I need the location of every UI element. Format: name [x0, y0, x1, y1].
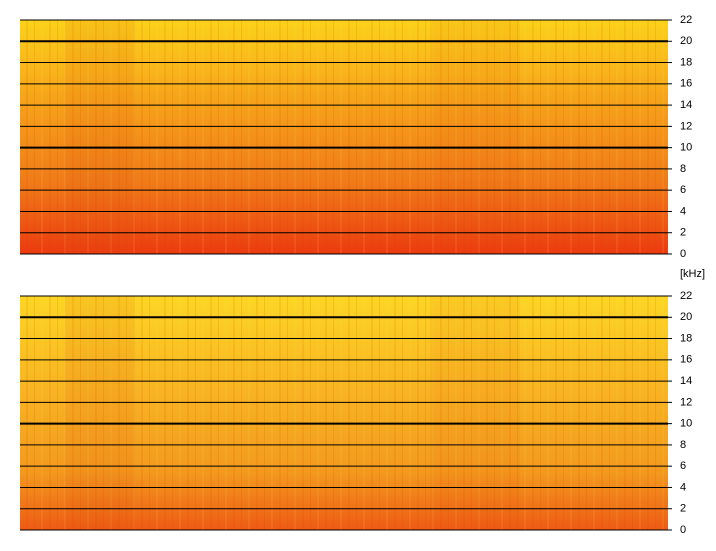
y-tick-label: 14: [680, 99, 692, 111]
y-tick-label: 10: [680, 418, 692, 430]
y-tick-label: 16: [680, 78, 692, 90]
y-axis-unit: [kHz]: [680, 268, 705, 280]
y-tick-label: 16: [680, 354, 692, 366]
y-tick-label: 4: [680, 205, 686, 217]
spectrogram-band: [430, 20, 520, 254]
y-tick-label: 6: [680, 460, 686, 472]
spectrogram-band: [65, 296, 135, 530]
y-tick-label: 10: [680, 142, 692, 154]
spectrogram-band: [65, 20, 135, 254]
y-tick-label: 6: [680, 184, 686, 196]
spectrogram-texture: [20, 20, 668, 254]
y-tick-label: 18: [680, 332, 692, 344]
y-tick-label: 12: [680, 120, 692, 132]
y-tick-label: 18: [680, 56, 692, 68]
y-tick-label: 14: [680, 375, 692, 387]
y-tick-label: 2: [680, 503, 686, 515]
y-tick-label: 4: [680, 481, 686, 493]
y-tick-label: 22: [680, 14, 692, 26]
y-tick-label: 20: [680, 35, 692, 47]
y-tick-label: 8: [680, 163, 686, 175]
y-tick-label: 0: [680, 248, 686, 260]
y-tick-label: 2: [680, 227, 686, 239]
spectrogram-band: [430, 296, 520, 530]
y-tick-label: 0: [680, 524, 686, 536]
y-tick-label: 22: [680, 290, 692, 302]
spectrogram-texture: [20, 296, 668, 530]
y-tick-label: 8: [680, 439, 686, 451]
y-tick-label: 20: [680, 311, 692, 323]
y-tick-label: 12: [680, 396, 692, 408]
